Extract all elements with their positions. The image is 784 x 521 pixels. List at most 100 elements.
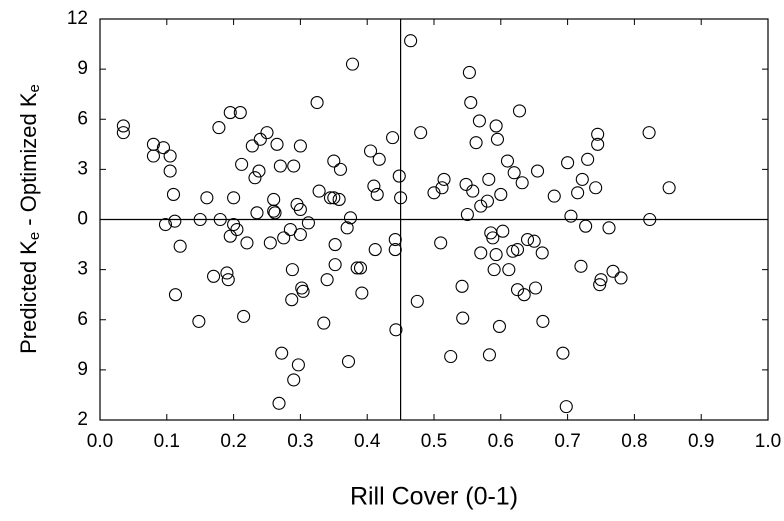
x-tick-label: 0.0	[87, 431, 113, 452]
scatter-point	[233, 106, 247, 120]
scatter-point	[512, 104, 527, 118]
scatter-point	[240, 236, 254, 250]
scatter-point	[520, 233, 535, 247]
scatter-point	[363, 144, 378, 158]
scatter-point	[293, 227, 307, 242]
scatter-point	[462, 65, 476, 80]
scatter-point	[559, 400, 573, 414]
x-tick-label: 0.5	[421, 431, 447, 452]
y-tick-label: 3	[77, 158, 88, 179]
scatter-point	[591, 127, 605, 141]
scatter-point	[547, 189, 561, 203]
scatter-point	[561, 156, 575, 170]
scatter-point	[285, 293, 299, 307]
scatter-point	[267, 192, 281, 206]
scatter-point	[317, 316, 331, 330]
scatter-point	[245, 139, 259, 153]
scatter-point	[327, 154, 341, 168]
y-tick-label: 3	[77, 259, 88, 280]
scatter-point	[472, 114, 486, 128]
y-tick-label: 9	[77, 359, 88, 380]
scatter-point	[270, 137, 284, 151]
scatter-point	[291, 358, 305, 372]
scatter-point	[589, 181, 603, 195]
y-tick-label: 0	[77, 209, 88, 230]
scatter-point	[510, 283, 525, 297]
scatter-point	[193, 212, 207, 227]
scatter-point	[466, 184, 480, 198]
scatter-point	[341, 354, 356, 369]
scatter-point	[328, 258, 342, 272]
scatter-point	[158, 217, 173, 232]
scatter-point	[392, 169, 406, 183]
scatter-point	[643, 212, 657, 227]
scatter-point	[332, 192, 346, 206]
scatter-point	[248, 171, 262, 185]
x-tick-label: 0.6	[488, 431, 514, 452]
scatter-point	[355, 286, 369, 300]
scatter-point	[427, 186, 441, 200]
scatter-point	[489, 248, 503, 262]
scatter-point	[564, 209, 578, 223]
scatter-point	[223, 229, 237, 243]
scatter-point	[394, 191, 408, 205]
x-tick-label: 0.8	[621, 431, 647, 452]
scatter-point	[444, 349, 458, 364]
scatter-point	[469, 136, 483, 150]
scatter-point	[163, 149, 177, 163]
scatter-point	[435, 181, 449, 195]
scatter-point	[173, 239, 187, 253]
scatter-point	[510, 243, 525, 257]
y-label-subscript: e	[26, 84, 43, 92]
scatter-point	[192, 314, 206, 328]
scatter-point	[496, 224, 510, 238]
scatter-point	[268, 206, 282, 220]
scatter-point	[515, 176, 529, 190]
scatter-point	[227, 191, 241, 205]
scatter-point	[312, 184, 326, 198]
scatter-point	[252, 164, 266, 178]
scatter-point	[606, 264, 620, 278]
scatter-point	[310, 95, 324, 110]
scatter-point	[293, 139, 307, 153]
scatter-point	[494, 187, 508, 201]
x-axis-label: Rill Cover (0-1)	[350, 483, 518, 511]
scatter-point	[353, 261, 368, 275]
scatter-point	[340, 221, 354, 235]
scatter-point	[163, 164, 177, 178]
scatter-point	[455, 279, 469, 293]
y-tick-label: 2	[77, 409, 88, 430]
y-axis-label: Predicted Ke - Optimized Ke	[16, 84, 43, 354]
scatter-point	[213, 212, 227, 227]
scatter-point	[507, 166, 521, 180]
scatter-point	[388, 243, 402, 257]
scatter-point	[410, 294, 424, 308]
scatter-point	[267, 204, 281, 218]
scatter-point	[166, 187, 181, 201]
scatter-point	[437, 172, 451, 186]
scatter-point	[156, 141, 171, 155]
scatter-point	[260, 126, 274, 140]
scatter-point	[642, 126, 656, 140]
scatter-point	[367, 179, 381, 193]
scatter-point	[530, 164, 545, 178]
scatter-point	[372, 152, 386, 166]
scatter-point	[474, 199, 488, 213]
y-tick-label: 9	[77, 58, 88, 79]
scatter-point	[404, 34, 418, 48]
scatter-point	[571, 186, 585, 200]
scatter-point	[200, 191, 214, 205]
scatter-point	[492, 319, 507, 333]
scatter-point	[594, 273, 608, 287]
scatter-point	[220, 266, 234, 280]
x-tick-label: 0.4	[354, 431, 381, 452]
scatter-point	[368, 243, 382, 257]
y-label-subscript: e	[26, 232, 43, 240]
scatter-point	[581, 152, 595, 166]
scatter-point	[273, 159, 287, 173]
scatter-point	[602, 221, 616, 235]
x-tick-label: 0.7	[554, 431, 580, 452]
scatter-point	[614, 271, 628, 285]
scatter-point	[487, 263, 501, 277]
scatter-point	[389, 323, 403, 337]
